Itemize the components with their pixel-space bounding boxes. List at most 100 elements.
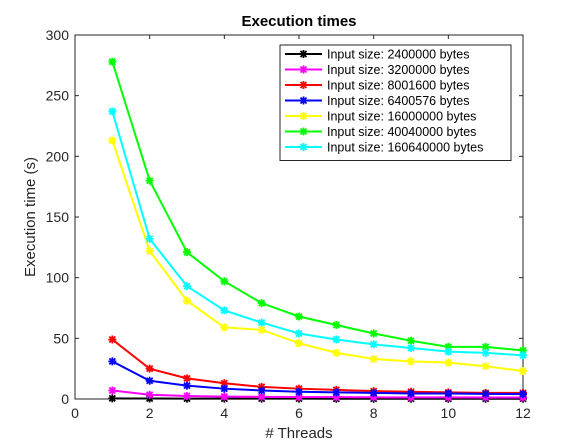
data-point <box>145 364 154 373</box>
legend-label: Input size: 8001600 bytes <box>327 79 469 93</box>
legend-entry: Input size: 8001600 bytes <box>285 79 469 93</box>
data-point <box>220 379 229 388</box>
data-point <box>407 344 415 353</box>
chart-title: Execution times <box>241 13 356 30</box>
data-point <box>332 388 341 397</box>
data-point <box>183 391 191 400</box>
data-point <box>183 296 191 305</box>
legend-marker <box>299 96 308 105</box>
x-tick-label: 10 <box>441 405 457 421</box>
data-point <box>369 393 378 402</box>
legend-label: Input size: 3200000 bytes <box>327 63 469 77</box>
legend-entry: Input size: 2400000 bytes <box>285 48 469 62</box>
series-line <box>111 140 524 373</box>
data-point <box>369 329 378 338</box>
legend-entry: Input size: 16000000 bytes <box>285 110 476 124</box>
data-point <box>369 354 378 363</box>
legend-label: Input size: 2400000 bytes <box>327 48 469 62</box>
data-point <box>295 329 303 338</box>
x-tick-label: 4 <box>220 405 228 421</box>
data-point <box>257 299 266 308</box>
data-point <box>220 323 229 332</box>
series-line <box>111 338 523 394</box>
legend-marker <box>299 50 308 58</box>
data-point <box>444 342 453 351</box>
data-point <box>444 358 453 367</box>
data-point <box>481 362 490 371</box>
data-point <box>369 388 378 397</box>
data-point <box>257 392 266 401</box>
y-axis: 0 50 100 150 200 250 300 <box>46 27 523 407</box>
y-tick-label: 50 <box>53 330 69 346</box>
y-tick-label: 250 <box>46 88 70 104</box>
legend-label: Input size: 6400576 bytes <box>327 94 469 108</box>
data-point <box>295 393 303 402</box>
x-tick-label: 6 <box>295 405 303 421</box>
legend-label: Input size: 16000000 bytes <box>327 110 476 124</box>
data-point <box>108 136 117 145</box>
series-5 <box>108 136 527 376</box>
data-point <box>332 335 341 344</box>
data-point <box>519 346 527 355</box>
data-point <box>145 176 154 185</box>
legend-entry: Input size: 6400576 bytes <box>285 94 469 108</box>
data-point <box>519 390 527 399</box>
data-point <box>332 393 341 402</box>
x-tick-label: 12 <box>515 405 531 421</box>
data-point <box>145 390 154 399</box>
data-point <box>407 357 415 366</box>
data-point <box>183 381 191 390</box>
data-point <box>145 234 154 243</box>
data-point <box>220 392 229 401</box>
x-tick-label: 0 <box>71 405 79 421</box>
data-point <box>295 312 303 321</box>
legend-marker <box>299 127 308 136</box>
data-point <box>220 306 229 315</box>
data-point <box>332 320 341 329</box>
data-point <box>369 340 378 349</box>
data-point <box>108 357 117 366</box>
legend-marker <box>299 65 308 74</box>
data-point <box>183 374 191 383</box>
data-point <box>220 384 229 393</box>
legend-entry: Input size: 3200000 bytes <box>285 63 469 77</box>
series-line <box>112 389 523 399</box>
legend-marker <box>299 143 308 151</box>
data-point <box>108 57 117 66</box>
y-tick-label: 300 <box>46 27 70 43</box>
data-point <box>444 389 453 398</box>
data-point <box>407 389 415 398</box>
data-point <box>519 367 527 376</box>
series-layer <box>108 57 527 403</box>
series-line <box>111 360 524 396</box>
legend-marker <box>299 81 308 89</box>
data-point <box>108 107 117 116</box>
data-point <box>481 389 490 398</box>
data-point <box>183 248 191 257</box>
data-point <box>145 246 154 255</box>
series-6 <box>108 57 527 355</box>
data-point <box>108 386 117 395</box>
data-point <box>481 348 490 357</box>
data-point <box>108 394 117 403</box>
x-axis-label: # Threads <box>265 425 332 442</box>
series-line <box>111 111 524 357</box>
data-point <box>257 325 266 334</box>
legend-entry: Input size: 40040000 bytes <box>285 125 476 139</box>
data-point <box>407 336 415 345</box>
data-point <box>295 387 303 396</box>
legend-marker <box>299 112 308 120</box>
data-point <box>108 335 117 344</box>
data-point <box>257 318 266 327</box>
y-axis-label: Execution time (s) <box>22 157 39 277</box>
y-tick-label: 0 <box>61 391 69 407</box>
data-point <box>220 277 229 286</box>
y-tick-label: 100 <box>46 270 70 286</box>
legend-label: Input size: 40040000 bytes <box>327 125 476 139</box>
data-point <box>295 339 303 348</box>
data-point <box>444 347 453 356</box>
legend-label: Input size: 160640000 bytes <box>327 141 483 155</box>
data-point <box>183 282 191 291</box>
